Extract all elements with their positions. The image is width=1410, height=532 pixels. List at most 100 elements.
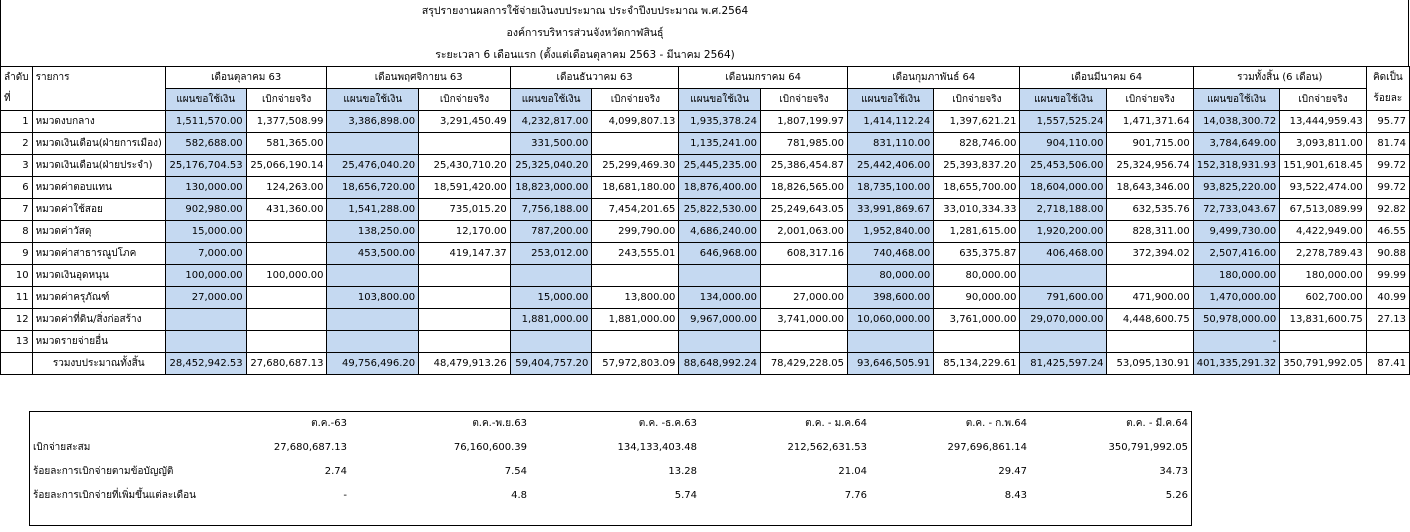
report-period: ระยะเวลา 6 เดือนแรก (ตั้งแต่เดือนตุลาคม … bbox=[435, 49, 735, 61]
plan-cell bbox=[846, 330, 935, 353]
paid-cell: 1,397,621.21 bbox=[933, 110, 1021, 133]
paid-cell: 25,324,956.74 bbox=[1106, 154, 1194, 177]
paid-cell: 25,249,643.05 bbox=[759, 198, 848, 221]
paid-cell: 18,826,565.00 bbox=[759, 176, 848, 199]
table-row: 13 หมวดรายจ่ายอื่น - bbox=[0, 330, 1410, 353]
header-paid: เบิกจ่ายจริง bbox=[759, 88, 848, 111]
plan-cell: 72,733,043.67 bbox=[1192, 198, 1281, 221]
paid-cell: 372,394.02 bbox=[1106, 242, 1194, 265]
plan-cell: 7,000.00 bbox=[164, 242, 247, 265]
row-number: 11 bbox=[0, 286, 33, 309]
plan-cell: 406,468.00 bbox=[1019, 242, 1108, 265]
paid-cell: 33,010,334.33 bbox=[933, 198, 1021, 221]
plan-cell: 18,604,000.00 bbox=[1019, 176, 1108, 199]
paid-cell bbox=[1106, 264, 1194, 287]
summary-value: 7.76 bbox=[844, 490, 867, 501]
summary-label: เบิกจ่ายสะสม bbox=[33, 442, 91, 453]
organization-name: องค์การบริหารส่วนจังหวัดกาฬสินธุ์ bbox=[506, 27, 664, 39]
row-name: หมวดค่าที่ดิน/สิ่งก่อสร้าง bbox=[31, 308, 166, 331]
summary-period: ต.ค.-63 bbox=[311, 418, 347, 429]
paid-cell: 25,430,710.20 bbox=[418, 154, 511, 177]
summary-value: 21.04 bbox=[838, 466, 867, 477]
summary-value: 29.47 bbox=[998, 466, 1027, 477]
paid-cell bbox=[591, 330, 680, 353]
header-pct: คิดเป็น bbox=[1365, 66, 1410, 89]
plan-cell: 18,656,720.00 bbox=[326, 176, 420, 199]
plan-cell bbox=[678, 264, 761, 287]
table-row: 11 หมวดค่าครุภัณฑ์ 27,000.00 103,800.00 15,0… bbox=[0, 286, 1410, 309]
header-plan: แผนขอใช้เงิน bbox=[1192, 88, 1281, 111]
table-row: 12 หมวดค่าที่ดิน/สิ่งก่อสร้าง 1,881,000.00… bbox=[0, 308, 1410, 331]
summary-row: ร้อยละการเบิกจ่ายที่เพิ่มขึ้นแต่ละเดือน -… bbox=[30, 484, 1191, 508]
header-total-6-months: รวมทั้งสิ้น (6 เดือน) bbox=[1192, 66, 1367, 89]
paid-cell: 57,972,803.09 bbox=[591, 352, 680, 375]
paid-cell bbox=[418, 264, 511, 287]
paid-cell: 828,311.00 bbox=[1106, 220, 1194, 243]
paid-cell: 735,015.20 bbox=[418, 198, 511, 221]
plan-cell: 59,404,757.20 bbox=[509, 352, 593, 375]
plan-cell: 9,499,730.00 bbox=[1192, 220, 1281, 243]
paid-cell: 471,900.00 bbox=[1106, 286, 1194, 309]
report-title-block: สรุปรายงานผลการใช้จ่ายเงินงบประมาณ ประจำ… bbox=[0, 0, 1170, 66]
paid-cell: 100,000.00 bbox=[245, 264, 328, 287]
summary-first: ร้อยละการเบิกจ่ายที่เพิ่มขึ้นแต่ละเดือน - bbox=[30, 484, 350, 508]
paid-cell: 4,448,600.75 bbox=[1106, 308, 1194, 331]
paid-cell: 431,360.00 bbox=[245, 198, 328, 221]
row-name: หมวดเงินอุดหนุน bbox=[31, 264, 166, 287]
plan-cell: 14,038,300.72 bbox=[1192, 110, 1281, 133]
header-no-2: ที่ bbox=[0, 88, 33, 111]
paid-cell: 180,000.00 bbox=[1279, 264, 1367, 287]
header-month-nov: เดือนพฤศจิกายน 63 bbox=[326, 66, 511, 89]
plan-cell: 15,000.00 bbox=[164, 220, 247, 243]
paid-cell bbox=[759, 330, 848, 353]
header-plan: แผนขอใช้เงิน bbox=[1019, 88, 1108, 111]
plan-cell: 50,978,000.00 bbox=[1192, 308, 1281, 331]
header-month-oct: เดือนตุลาคม 63 bbox=[164, 66, 328, 89]
summary-value: 5.26 bbox=[1165, 490, 1188, 501]
paid-cell: 1,377,508.99 bbox=[245, 110, 328, 133]
plan-cell: 27,000.00 bbox=[164, 286, 247, 309]
table-row: 10 หมวดเงินอุดหนุน 100,000.00 100,000.00 80,… bbox=[0, 264, 1410, 287]
plan-cell: 18,823,000.00 bbox=[509, 176, 593, 199]
paid-cell: 602,700.00 bbox=[1279, 286, 1367, 309]
summary-value: - bbox=[343, 490, 347, 501]
paid-cell: 25,066,190.14 bbox=[245, 154, 328, 177]
summary-label: ร้อยละการเบิกจ่ายที่เพิ่มขึ้นแต่ละเดือน bbox=[33, 490, 196, 501]
plan-cell: 88,648,992.24 bbox=[678, 352, 761, 375]
row-number: 10 bbox=[0, 264, 33, 287]
row-number bbox=[0, 352, 33, 375]
plan-cell bbox=[509, 330, 593, 353]
plan-cell: 1,470,000.00 bbox=[1192, 286, 1281, 309]
pct-cell: 46.55 bbox=[1365, 220, 1410, 243]
plan-cell bbox=[326, 330, 420, 353]
paid-cell: 53,095,130.91 bbox=[1106, 352, 1194, 375]
plan-cell bbox=[509, 264, 593, 287]
plan-cell bbox=[164, 330, 247, 353]
pct-cell: 99.72 bbox=[1365, 176, 1410, 199]
paid-cell bbox=[418, 132, 511, 155]
plan-cell: 902,980.00 bbox=[164, 198, 247, 221]
summary-value: 212,562,631.53 bbox=[787, 442, 867, 453]
paid-cell: 1,471,371.64 bbox=[1106, 110, 1194, 133]
header-plan: แผนขอใช้เงิน bbox=[846, 88, 935, 111]
summary-period: ต.ค.-พ.ย.63 bbox=[472, 418, 527, 429]
plan-cell bbox=[326, 308, 420, 331]
row-name: หมวดค่าสาธารณูปโภค bbox=[31, 242, 166, 265]
summary-value: 7.54 bbox=[504, 466, 527, 477]
summary-value: 134,133,403.48 bbox=[617, 442, 697, 453]
paid-cell bbox=[418, 308, 511, 331]
header-month-feb: เดือนกุมภาพันธ์ 64 bbox=[846, 66, 1021, 89]
paid-cell: 3,741,000.00 bbox=[759, 308, 848, 331]
header-paid: เบิกจ่ายจริง bbox=[933, 88, 1021, 111]
plan-cell: 25,176,704.53 bbox=[164, 154, 247, 177]
plan-cell: 130,000.00 bbox=[164, 176, 247, 199]
paid-cell: 151,901,618.45 bbox=[1279, 154, 1367, 177]
row-name: หมวดค่าตอบแทน bbox=[31, 176, 166, 199]
paid-cell: 90,000.00 bbox=[933, 286, 1021, 309]
report-title: สรุปรายงานผลการใช้จ่ายเงินงบประมาณ ประจำ… bbox=[421, 5, 749, 17]
plan-cell: 103,800.00 bbox=[326, 286, 420, 309]
paid-cell: 7,454,201.65 bbox=[591, 198, 680, 221]
summary-period: ต.ค. - มี.ค.64 bbox=[1126, 418, 1188, 429]
paid-cell: 67,513,089.99 bbox=[1279, 198, 1367, 221]
left-border bbox=[0, 0, 1, 66]
